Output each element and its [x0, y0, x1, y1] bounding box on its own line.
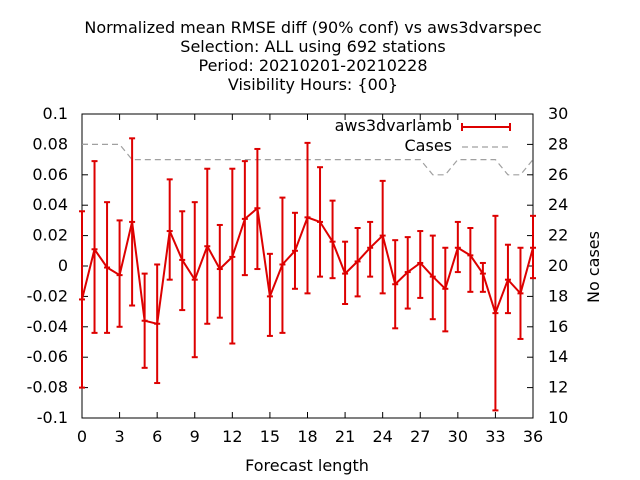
y-tick-label: -0.06	[27, 347, 68, 366]
legend-label-cases: Cases	[405, 136, 453, 155]
y2-tick-label: 26	[548, 165, 568, 184]
x-tick-label: 12	[222, 427, 242, 446]
y2-tick-label: 14	[548, 347, 568, 366]
title-line-4: Visibility Hours: {00}	[228, 75, 398, 94]
x-axis-label: Forecast length	[245, 456, 369, 475]
y2-tick-label: 28	[548, 134, 568, 153]
y-tick-label: -0.1	[37, 408, 68, 427]
y2-tick-label: 16	[548, 317, 568, 336]
y2-tick-label: 30	[548, 104, 568, 123]
x-tick-label: 0	[77, 427, 87, 446]
error-bars	[79, 137, 536, 412]
x-tick-label: 30	[448, 427, 468, 446]
x-tick-label: 36	[523, 427, 543, 446]
y-tick-label: 0.1	[43, 104, 68, 123]
x-tick-label: 3	[114, 427, 124, 446]
legend: aws3dvarlamb Cases	[335, 116, 511, 155]
y2-tick-label: 20	[548, 256, 568, 275]
y2-tick-label: 10	[548, 408, 568, 427]
title-line-1: Normalized mean RMSE diff (90% conf) vs …	[84, 18, 541, 37]
y-tick-label: -0.04	[27, 317, 68, 336]
x-tick-label: 27	[410, 427, 430, 446]
y2-axis-label: No cases	[584, 231, 603, 303]
y-tick-label: 0.06	[32, 165, 68, 184]
legend-label-aws3dvarlamb: aws3dvarlamb	[335, 116, 452, 135]
y2-tick-label: 18	[548, 286, 568, 305]
x-tick-label: 33	[485, 427, 505, 446]
axis-ticks: 0 3 6 9 12 15 18 21 24 27 30 33 36-0.1-0.08-0.06-0.0…	[27, 104, 569, 446]
main-series	[79, 206, 536, 326]
x-tick-label: 21	[335, 427, 355, 446]
x-tick-label: 18	[297, 427, 317, 446]
y-tick-label: 0.04	[32, 195, 68, 214]
title-line-2: Selection: ALL using 692 stations	[180, 37, 445, 56]
title-line-3: Period: 20210201-20210228	[198, 56, 427, 75]
y-tick-label: 0	[58, 256, 68, 275]
x-tick-label: 24	[372, 427, 392, 446]
x-tick-label: 9	[190, 427, 200, 446]
y-tick-label: 0.08	[32, 134, 68, 153]
x-tick-label: 15	[260, 427, 280, 446]
y2-tick-label: 12	[548, 378, 568, 397]
y-tick-label: -0.02	[27, 286, 68, 305]
y-tick-label: 0.02	[32, 226, 68, 245]
y2-tick-label: 22	[548, 226, 568, 245]
x-tick-label: 6	[152, 427, 162, 446]
y-tick-label: -0.08	[27, 378, 68, 397]
chart-title: Normalized mean RMSE diff (90% conf) vs …	[84, 18, 541, 94]
y2-tick-label: 24	[548, 195, 568, 214]
